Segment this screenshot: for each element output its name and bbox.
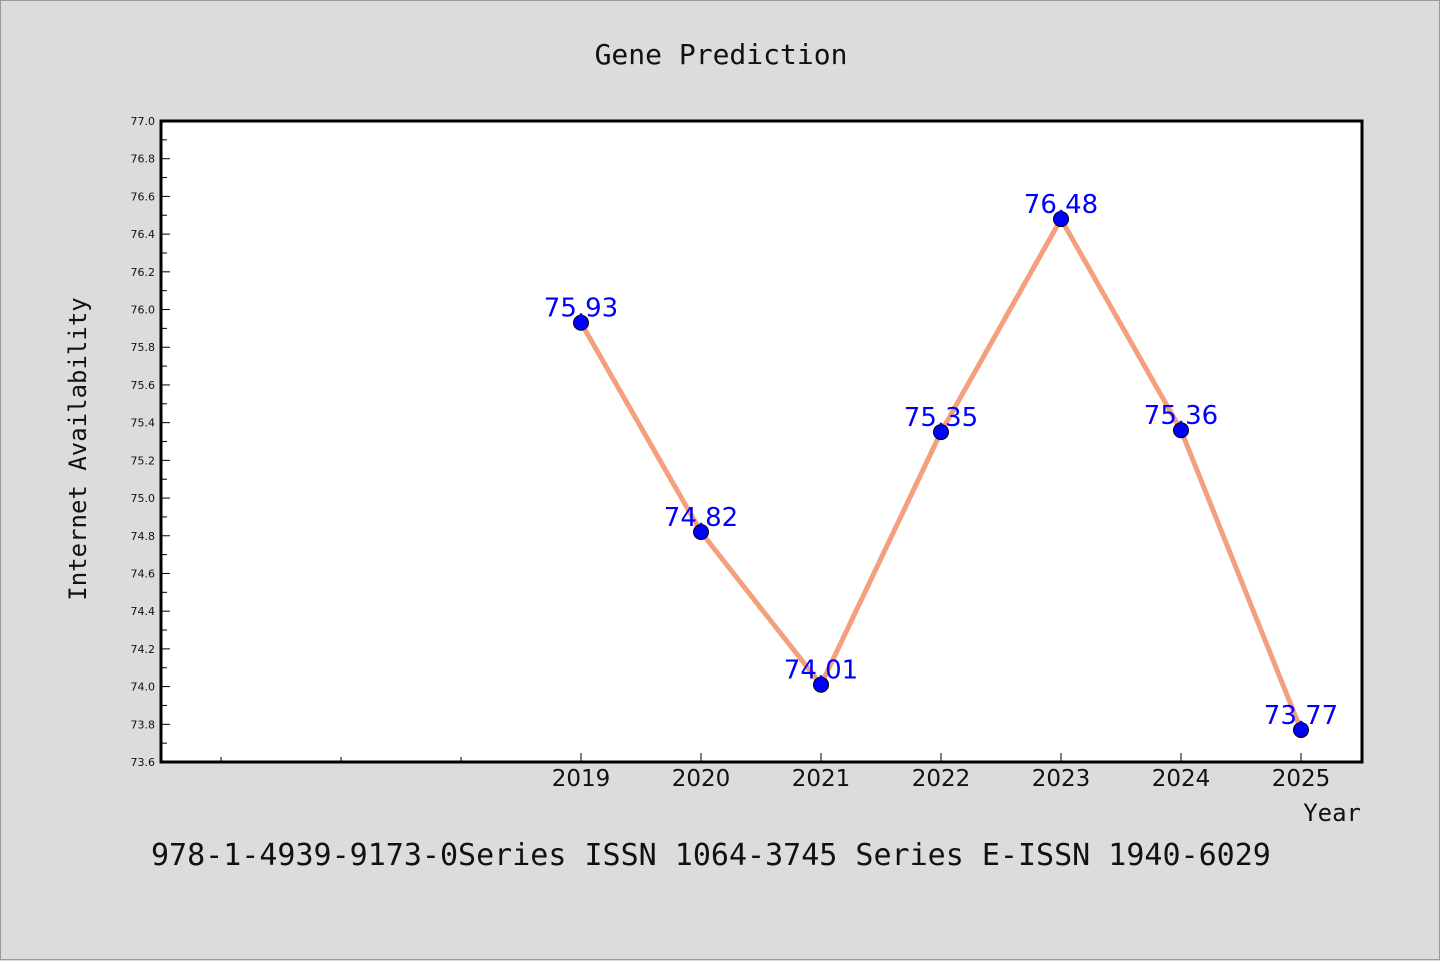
y-tick-label: 75.2 [131, 454, 156, 467]
y-tick-label: 73.8 [131, 718, 156, 731]
y-tick-label: 75.6 [131, 379, 156, 392]
x-axis-ticks: 2019 2020 2021 2022 2023 2024 2025 [220, 753, 1331, 792]
data-point-marker [573, 314, 589, 331]
x-tick-label: 2024 [1152, 766, 1211, 792]
data-point-marker [1173, 422, 1189, 439]
y-tick-label: 75.8 [131, 341, 156, 354]
y-tick-label: 76.6 [131, 190, 156, 203]
y-tick-label: 76.4 [131, 228, 156, 241]
data-points [573, 211, 1309, 738]
y-tick-label: 75.0 [131, 492, 156, 505]
y-axis-ticks: 73.6 73.8 74.0 74.2 74.4 74.6 74.8 75.0 75.2 75.4… [131, 115, 170, 769]
data-labels: 75.93 74.82 74.01 75.35 76.48 75.36 73.77 [544, 190, 1338, 731]
data-point-marker [813, 676, 829, 693]
x-axis-title: Year [1303, 799, 1361, 827]
x-tick-label: 2023 [1032, 766, 1091, 792]
data-label: 75.93 [544, 294, 618, 324]
plot-area [159, 119, 1364, 764]
y-tick-label: 76.0 [131, 304, 156, 317]
data-label: 73.77 [1264, 701, 1338, 731]
x-tick-label: 2021 [792, 766, 851, 792]
y-tick-label: 74.6 [131, 567, 156, 580]
data-label: 76.48 [1024, 190, 1098, 220]
y-axis-title: Internet Availability [64, 297, 92, 600]
y-tick-label: 77.0 [131, 115, 156, 128]
data-label: 74.82 [664, 503, 738, 533]
x-tick-label: 2022 [912, 766, 971, 792]
data-point-marker [1053, 211, 1069, 228]
y-tick-label: 76.8 [131, 153, 156, 166]
y-tick-label: 76.2 [131, 266, 156, 279]
y-tick-label: 74.8 [131, 530, 156, 543]
y-tick-label: 74.4 [131, 605, 156, 618]
data-point-marker [933, 424, 949, 441]
x-tick-label: 2019 [552, 766, 611, 792]
data-label: 75.36 [1144, 401, 1218, 431]
data-label: 74.01 [784, 656, 858, 686]
y-tick-label: 74.0 [131, 681, 156, 694]
chart-title: Gene Prediction [595, 38, 848, 71]
x-tick-label: 2020 [672, 766, 731, 792]
data-point-marker [1293, 721, 1309, 738]
x-tick-label: 2025 [1272, 766, 1331, 792]
y-tick-label: 75.4 [131, 417, 156, 430]
data-point-marker [693, 523, 709, 540]
data-label: 75.35 [904, 403, 978, 433]
footer-issn-text: 978-1-4939-9173-0Series ISSN 1064-3745 S… [151, 838, 1271, 873]
y-tick-label: 74.2 [131, 643, 156, 656]
y-tick-label: 73.6 [131, 756, 156, 769]
